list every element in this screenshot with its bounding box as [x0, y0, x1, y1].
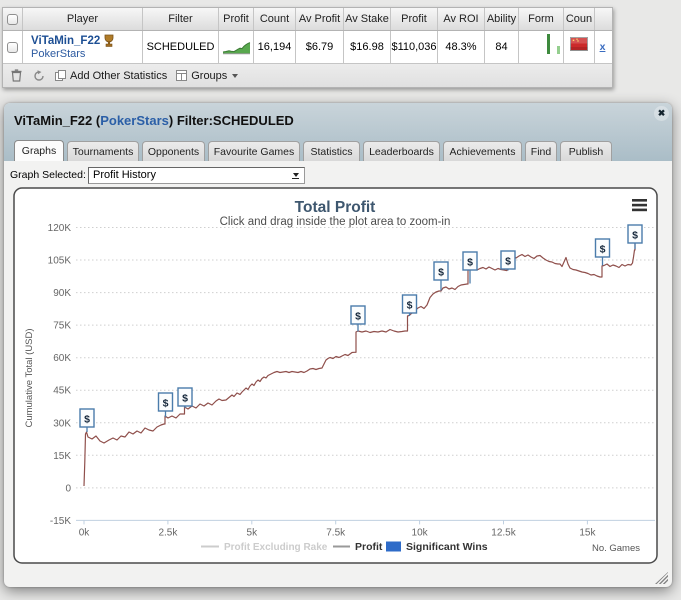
svg-text:105K: 105K [48, 256, 72, 267]
svg-text:$: $ [632, 230, 638, 242]
svg-text:12.5k: 12.5k [491, 527, 516, 538]
svg-text:$: $ [505, 256, 511, 268]
svg-text:No. Games: No. Games [592, 543, 640, 554]
svg-text:2.5k: 2.5k [158, 527, 178, 538]
svg-text:$: $ [438, 267, 444, 279]
svg-text:90K: 90K [53, 288, 71, 299]
svg-text:$: $ [467, 257, 473, 269]
svg-text:120K: 120K [48, 223, 72, 234]
svg-text:60K: 60K [53, 353, 71, 364]
svg-text:Profit Excluding Rake: Profit Excluding Rake [224, 542, 328, 553]
svg-text:0: 0 [65, 483, 71, 494]
svg-text:$: $ [182, 393, 188, 405]
svg-text:5k: 5k [247, 527, 259, 538]
svg-text:15k: 15k [579, 527, 596, 538]
svg-text:75K: 75K [53, 321, 71, 332]
svg-text:Total Profit: Total Profit [295, 199, 376, 216]
svg-text:Cumulative Total (USD): Cumulative Total (USD) [24, 328, 35, 427]
svg-text:10k: 10k [412, 527, 429, 538]
svg-text:$: $ [407, 300, 413, 312]
svg-text:Click and drag inside the plot: Click and drag inside the plot area to z… [220, 216, 451, 228]
svg-text:7.5k: 7.5k [326, 527, 346, 538]
svg-text:-15K: -15K [50, 516, 71, 527]
svg-text:0k: 0k [79, 527, 91, 538]
svg-text:15K: 15K [53, 451, 71, 462]
svg-text:$: $ [600, 244, 606, 256]
svg-text:30K: 30K [53, 418, 71, 429]
svg-text:$: $ [163, 398, 169, 410]
svg-text:Profit: Profit [355, 541, 383, 553]
svg-text:$: $ [355, 311, 361, 323]
svg-text:Significant Wins: Significant Wins [406, 541, 488, 553]
svg-text:$: $ [84, 414, 90, 426]
svg-text:45K: 45K [53, 386, 71, 397]
